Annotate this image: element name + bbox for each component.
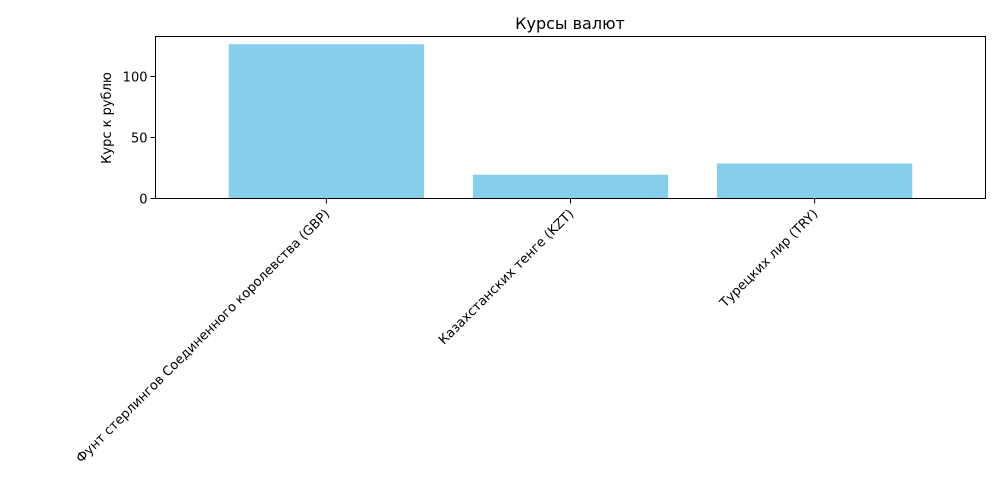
chart-title: Курсы валют	[515, 14, 625, 33]
bar-0	[228, 44, 425, 199]
y-axis-label: Курс к рублю	[100, 72, 115, 164]
bars-layer	[228, 44, 913, 199]
plot-frame	[155, 36, 986, 199]
bar-2	[716, 163, 913, 199]
x-tick-label-2: Турецких лир (TRY)	[717, 207, 822, 312]
ticks-layer: Фунт стерлингов Соединенного королевства…	[74, 71, 822, 467]
x-tick-label-1: Казахстанских тенге (KZT)	[436, 207, 577, 348]
x-tick-label-0: Фунт стерлингов Соединенного королевства…	[74, 207, 334, 467]
bar-1	[472, 174, 669, 199]
y-tick-label-2: 100	[123, 71, 148, 86]
y-tick-label-1: 50	[131, 132, 148, 147]
y-tick-label-0: 0	[139, 193, 147, 208]
